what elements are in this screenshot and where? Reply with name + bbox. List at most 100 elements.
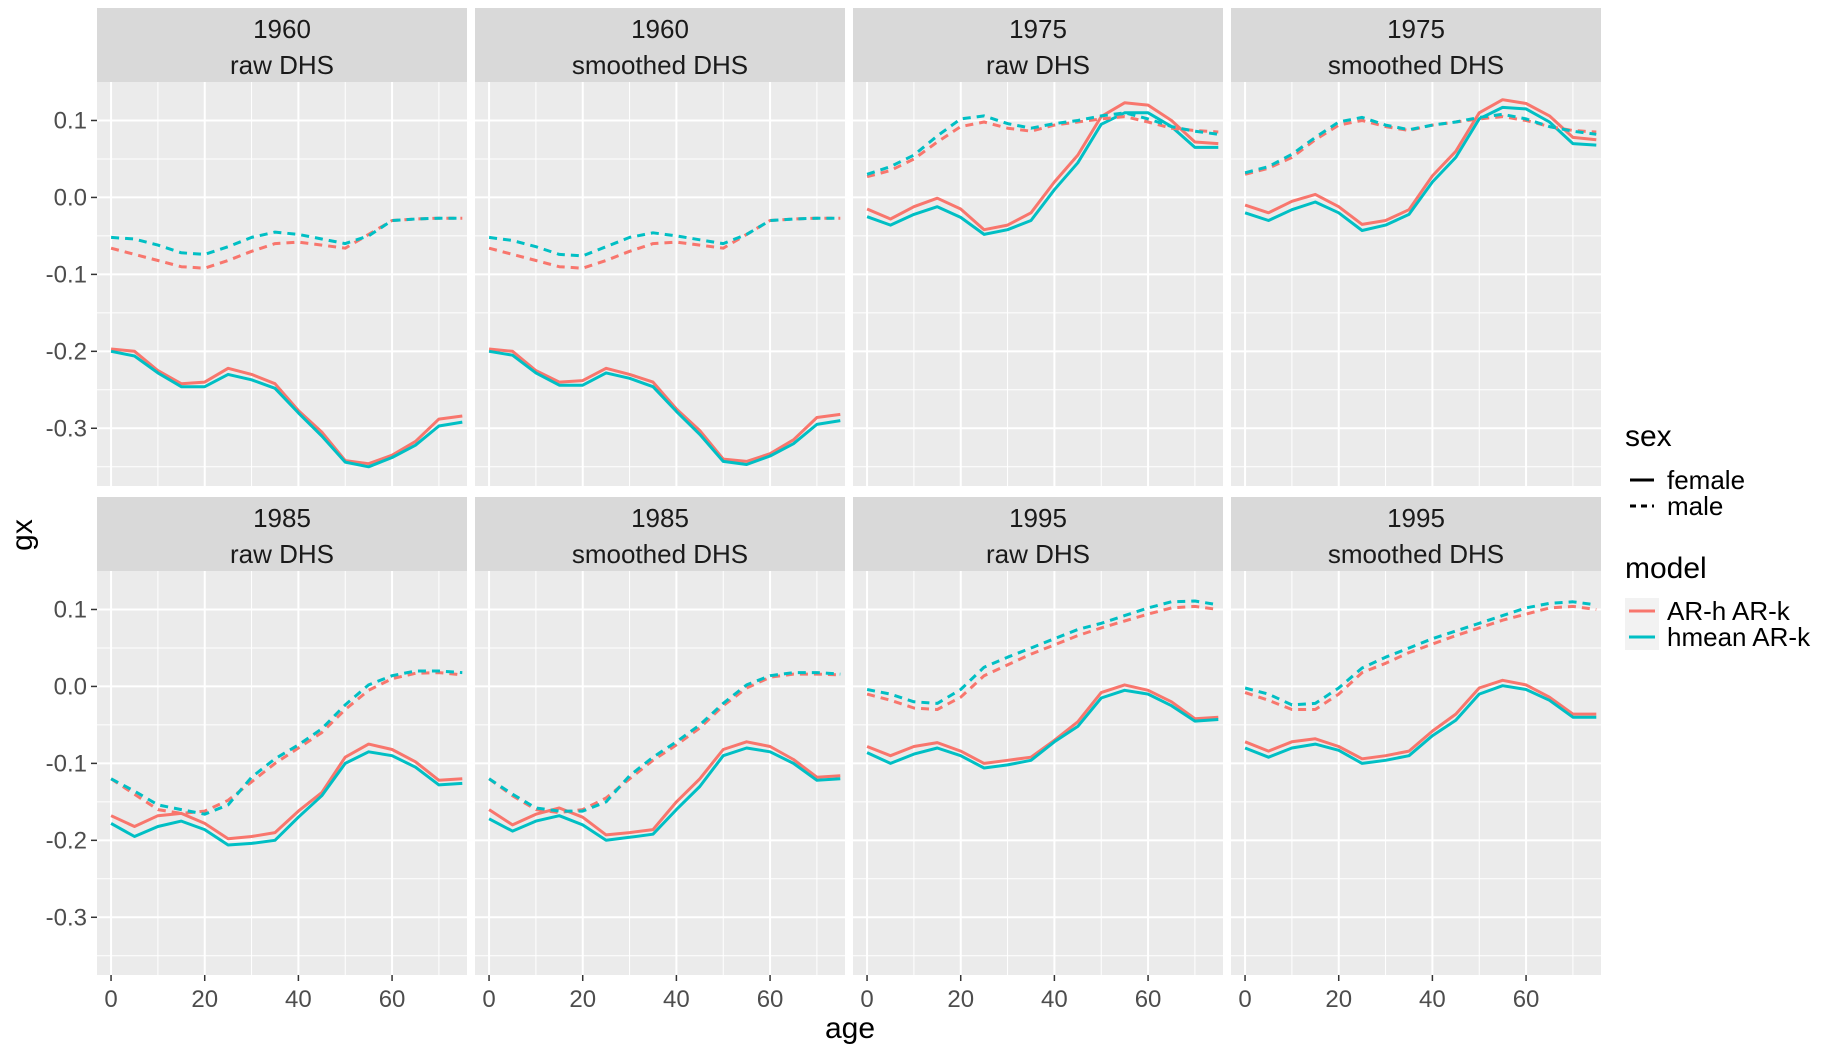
facet-strip-year: 1995	[1009, 503, 1067, 533]
facet-strip: 1960 smoothed DHS	[475, 8, 845, 82]
facet-panel: 1985 smoothed DHS	[475, 497, 845, 975]
facet-strip: 1995 raw DHS	[853, 497, 1223, 571]
x-tick-label: 60	[1135, 986, 1162, 1013]
facet-strip: 1995 smoothed DHS	[1231, 497, 1601, 571]
facet-panel: 1960 raw DHS	[97, 8, 467, 486]
legend-label-female: female	[1667, 465, 1745, 495]
panel-background	[97, 571, 467, 975]
panel-background	[853, 82, 1223, 486]
series-group	[488, 216, 841, 466]
x-tick-label: 60	[1513, 986, 1540, 1013]
facet-strip-year: 1975	[1387, 14, 1445, 44]
facet-panel: 1975 smoothed DHS	[1231, 8, 1601, 486]
series-line-male-hmean	[866, 111, 1219, 176]
series-line-female-hmean	[488, 746, 841, 842]
x-axis-title: age	[825, 1012, 875, 1045]
facet-panel: 1985 raw DHS	[97, 497, 467, 975]
facet-strip: 1975 smoothed DHS	[1231, 8, 1601, 82]
series-line-male-arh	[110, 216, 463, 270]
series-line-male-arh	[110, 671, 463, 815]
legend-label-model: hmean AR-k	[1667, 622, 1811, 652]
y-axis-title: gx	[6, 519, 39, 551]
facet-strip-source: smoothed DHS	[572, 50, 748, 80]
series-line-female-arh	[1244, 678, 1597, 761]
legend-title-model: model	[1625, 552, 1707, 585]
series-group	[110, 669, 463, 847]
series-line-male-hmean	[866, 599, 1219, 705]
facet-strip-source: smoothed DHS	[1328, 50, 1504, 80]
facet-strip-background	[853, 497, 1223, 571]
y-tick-label: -0.1	[46, 750, 87, 777]
series-line-female-arh	[488, 740, 841, 837]
series-line-female-arh	[110, 347, 463, 466]
x-tick-label: 0	[860, 986, 873, 1013]
facet-strip: 1985 raw DHS	[97, 497, 467, 571]
y-tick-label: 0.0	[54, 673, 87, 700]
legend-label-model: AR-h AR-k	[1667, 596, 1791, 626]
x-tick-label: 20	[1325, 986, 1352, 1013]
x-tick-label: 0	[104, 986, 117, 1013]
series-line-female-arh	[1244, 98, 1597, 226]
panel-background	[1231, 82, 1601, 486]
facet-strip-source: raw DHS	[986, 539, 1090, 569]
series-line-male-arh	[488, 216, 841, 270]
y-tick-label: -0.2	[46, 338, 87, 365]
x-tick-label: 20	[191, 986, 218, 1013]
panel-background	[475, 571, 845, 975]
series-line-female-hmean	[866, 688, 1219, 770]
series-line-female-hmean	[1244, 105, 1597, 232]
series-line-female-arh	[488, 347, 841, 463]
facet-panel: 1960 smoothed DHS	[475, 8, 845, 486]
series-line-male-arh	[488, 672, 841, 815]
x-tick-label: 60	[757, 986, 784, 1013]
panel-background	[1231, 571, 1601, 975]
series-group	[1244, 600, 1597, 765]
facet-strip-background	[97, 497, 467, 571]
facet-strip-background	[1231, 497, 1601, 571]
series-line-female-hmean	[110, 349, 463, 469]
series-line-female-hmean	[110, 750, 463, 847]
x-tick-label: 20	[947, 986, 974, 1013]
facet-strip-year: 1995	[1387, 503, 1445, 533]
facet-strip-year: 1985	[631, 503, 689, 533]
series-line-female-arh	[866, 683, 1219, 765]
series-line-female-arh	[866, 101, 1219, 232]
facet-strip-background	[1231, 8, 1601, 82]
y-tick-label: -0.3	[46, 904, 87, 931]
x-tick-label: 40	[663, 986, 690, 1013]
facet-strip-source: raw DHS	[230, 539, 334, 569]
series-line-female-hmean	[866, 111, 1219, 236]
y-tick-label: -0.1	[46, 261, 87, 288]
y-tick-label: 0.1	[54, 107, 87, 134]
x-tick-label: 40	[285, 986, 312, 1013]
facet-strip: 1960 raw DHS	[97, 8, 467, 82]
y-tick-label: -0.2	[46, 827, 87, 854]
facet-strip: 1975 raw DHS	[853, 8, 1223, 82]
facet-strip-year: 1975	[1009, 14, 1067, 44]
panel-background	[853, 571, 1223, 975]
series-line-female-hmean	[1244, 684, 1597, 765]
facet-panel: 1995 raw DHS	[853, 497, 1223, 975]
series-line-female-arh	[110, 742, 463, 841]
series-line-male-hmean	[1244, 112, 1597, 175]
facet-strip-background	[97, 8, 467, 82]
facet-strip-source: raw DHS	[230, 50, 334, 80]
series-line-male-arh	[866, 604, 1219, 711]
x-tick-label: 60	[379, 986, 406, 1013]
facet-strip-background	[475, 497, 845, 571]
series-line-male-hmean	[110, 216, 463, 256]
x-tick-label: 20	[569, 986, 596, 1013]
series-group	[488, 671, 841, 842]
panel-background	[97, 82, 467, 486]
facet-panel: 1995 smoothed DHS	[1231, 497, 1601, 975]
series-line-male-hmean	[488, 216, 841, 258]
series-line-male-arh	[1244, 604, 1597, 711]
x-tick-label: 40	[1041, 986, 1068, 1013]
series-line-female-hmean	[488, 349, 841, 466]
series-line-male-arh	[866, 115, 1219, 179]
series-group	[110, 216, 463, 469]
facet-strip-source: smoothed DHS	[572, 539, 748, 569]
